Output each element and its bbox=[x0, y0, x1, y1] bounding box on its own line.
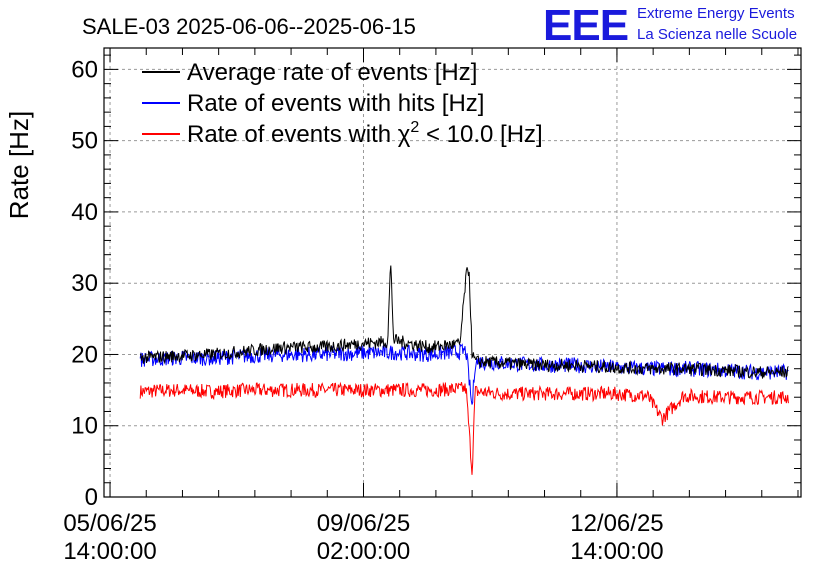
legend-chi2-prefix: Rate of events with bbox=[187, 121, 398, 148]
y-tick-label: 10 bbox=[71, 413, 98, 440]
series-line-0 bbox=[139, 265, 789, 379]
tick-labels: 010203040506005/06/2514:00:0009/06/2502:… bbox=[63, 56, 663, 565]
x-tick-label-date: 12/06/25 bbox=[570, 510, 663, 537]
y-tick-label: 20 bbox=[71, 341, 98, 368]
axis-ticks bbox=[104, 48, 801, 498]
chart-title: SALE-03 2025-06-06--2025-06-15 bbox=[82, 14, 416, 39]
x-tick-label-time: 14:00:00 bbox=[570, 538, 663, 565]
y-tick-label: 60 bbox=[71, 56, 98, 83]
y-axis-label: Rate [Hz] bbox=[4, 111, 34, 219]
series-line-2 bbox=[139, 381, 789, 475]
y-tick-label: 30 bbox=[71, 270, 98, 297]
x-tick-label-date: 09/06/25 bbox=[317, 510, 410, 537]
x-tick-label-time: 02:00:00 bbox=[317, 538, 410, 565]
legend-chi2-symbol: χ bbox=[398, 121, 411, 148]
legend-chi2-suffix: < 10.0 [Hz] bbox=[419, 121, 542, 148]
y-tick-label: 50 bbox=[71, 128, 98, 155]
legend-label-average: Average rate of events [Hz] bbox=[187, 59, 477, 86]
eee-logo: EEE bbox=[543, 1, 628, 50]
x-tick-label-date: 05/06/25 bbox=[63, 510, 156, 537]
plot-frame bbox=[103, 47, 802, 498]
y-tick-label: 0 bbox=[85, 484, 98, 511]
legend: Average rate of events [Hz] Rate of even… bbox=[142, 59, 543, 148]
legend-label-hits: Rate of events with hits [Hz] bbox=[187, 90, 484, 117]
legend-chi2-sup: 2 bbox=[410, 119, 419, 136]
x-tick-label-time: 14:00:00 bbox=[63, 538, 156, 565]
brand-line-1: Extreme Energy Events bbox=[637, 5, 795, 22]
legend-label-chi2: Rate of events with χ2 < 10.0 [Hz] bbox=[187, 119, 543, 148]
y-tick-label: 40 bbox=[71, 199, 98, 226]
series-layer bbox=[139, 265, 789, 475]
brand-line-2: La Scienza nelle Scuole bbox=[637, 26, 797, 43]
